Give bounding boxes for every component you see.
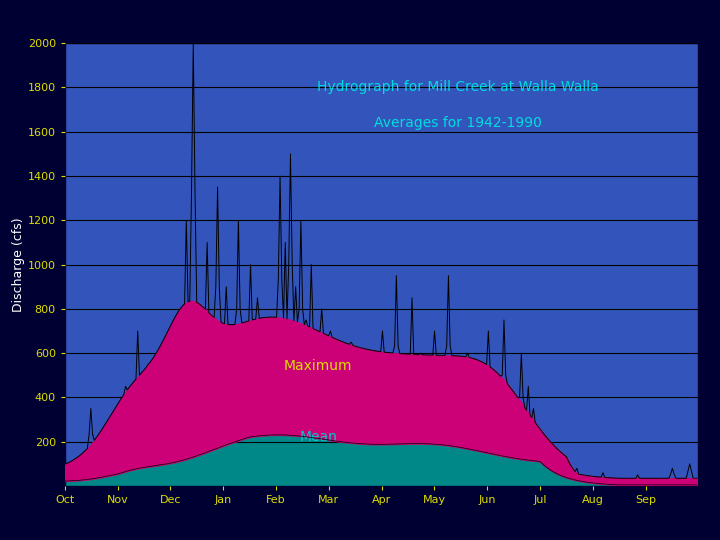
Text: Mean: Mean bbox=[300, 430, 337, 444]
Text: Hydrograph for Mill Creek at Walla Walla: Hydrograph for Mill Creek at Walla Walla bbox=[317, 80, 598, 94]
Text: Maximum: Maximum bbox=[284, 360, 353, 374]
Y-axis label: Discharge (cfs): Discharge (cfs) bbox=[12, 217, 25, 312]
Text: Averages for 1942-1990: Averages for 1942-1990 bbox=[374, 116, 541, 130]
